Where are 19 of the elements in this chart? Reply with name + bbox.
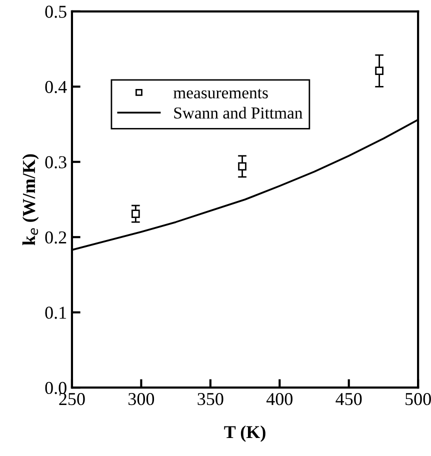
point xyxy=(238,162,246,171)
y-tick-label: 0.1 xyxy=(45,306,66,319)
y-tick-label: 0.3 xyxy=(45,156,66,168)
y-axis-title: k$_{e}$ (W/m/K) xyxy=(22,154,39,246)
x-tick-label: 400 xyxy=(266,392,292,406)
x-tick-label: 250 xyxy=(59,392,85,406)
y-tick-label: 0.2 xyxy=(45,231,66,244)
legend-label: measurements xyxy=(173,88,268,98)
point xyxy=(375,66,384,76)
y-tick-label: 0.0 xyxy=(45,382,66,394)
point xyxy=(131,210,140,218)
legend-label: Swann and Pittman xyxy=(174,106,302,119)
y-tick-label: 0.4 xyxy=(45,80,67,94)
x-tick-label: 450 xyxy=(336,392,362,406)
x-tick-label: 350 xyxy=(198,392,224,406)
x-tick-label: 300 xyxy=(128,392,154,406)
x-axis-title: T (K) xyxy=(224,426,266,442)
y-tick-label: 0.5 xyxy=(45,6,66,18)
x-tick-label: 500 xyxy=(406,392,431,406)
